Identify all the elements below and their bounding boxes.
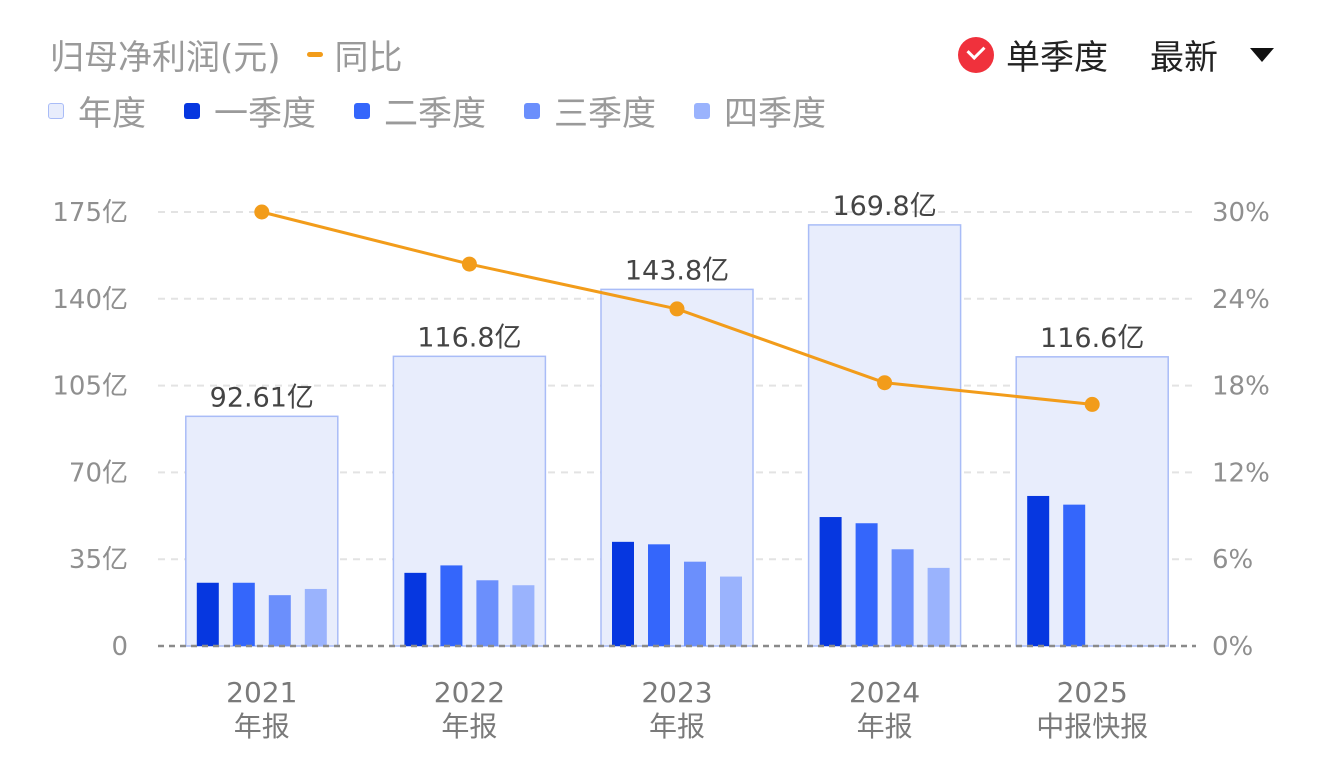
y-right-tick-label: 6%: [1212, 545, 1253, 575]
quarter-bar-q2: [855, 523, 878, 646]
x-tick-label-year: 2025: [1057, 676, 1128, 709]
quarter-bar-q2: [648, 544, 670, 646]
chart-controls: 单季度 最新: [958, 30, 1274, 79]
legend-label-q1: 一季度: [214, 94, 316, 134]
annual-value-label: 143.8亿: [625, 255, 729, 286]
x-tick-label-period: 中报快报: [1036, 710, 1148, 743]
legend-label-annual: 年度: [78, 94, 146, 134]
legend-swatch-q4: [694, 102, 710, 119]
legend-swatch-annual: [48, 102, 64, 119]
quarter-bar-q1: [612, 541, 634, 646]
quarter-bar-q1: [196, 582, 219, 646]
quarter-bar-q3: [476, 580, 499, 646]
y-left-tick-label: 70亿: [69, 458, 128, 488]
legend-item-q4[interactable]: 四季度: [694, 86, 826, 135]
x-tick-label-year: 2022: [434, 676, 505, 709]
check-icon[interactable]: [958, 36, 994, 73]
legend-swatch-q2: [354, 102, 370, 119]
quarter-bar-q1: [404, 572, 427, 646]
legend-label-q4: 四季度: [724, 94, 826, 134]
dropdown-arrow-icon[interactable]: [1250, 47, 1274, 62]
yoy-point: [461, 256, 477, 272]
chart-title: 归母净利润(元): [50, 38, 281, 78]
x-tick-label-period: 年报: [857, 710, 913, 743]
y-right-tick-label: 24%: [1212, 285, 1270, 315]
y-right-tick-label: 0%: [1212, 632, 1253, 662]
legend-swatch-q3: [524, 102, 540, 119]
y-right-tick-label: 12%: [1212, 458, 1270, 488]
legend-item-q1[interactable]: 一季度: [184, 86, 316, 135]
y-right-tick-label: 18%: [1212, 372, 1270, 402]
y-left-tick-label: 175亿: [52, 198, 128, 228]
y-left-tick-label: 105亿: [52, 372, 128, 402]
quarter-bar-q2: [440, 565, 463, 646]
annual-value-label: 169.8亿: [832, 191, 936, 222]
annual-value-label: 116.8亿: [417, 322, 521, 353]
quarter-bar-q3: [684, 561, 706, 646]
yoy-legend-dash: [306, 52, 323, 57]
quarter-bar-q1: [1027, 495, 1050, 646]
quarter-bar-q4: [304, 588, 327, 646]
annual-value-label: 92.61亿: [210, 382, 314, 413]
legend: 年度 一季度 二季度 三季度 四季度: [48, 86, 864, 135]
yoy-point: [254, 204, 270, 220]
legend-label-q2: 二季度: [384, 94, 486, 134]
x-tick-label-period: 年报: [649, 710, 705, 743]
legend-label-q3: 三季度: [554, 94, 656, 134]
legend-swatch-q1: [184, 102, 200, 119]
x-tick-label-year: 2023: [641, 676, 712, 709]
legend-item-q3[interactable]: 三季度: [524, 86, 656, 135]
annual-value-label: 116.6亿: [1040, 323, 1144, 354]
x-tick-label-period: 年报: [234, 710, 290, 743]
x-tick-label-year: 2021: [226, 676, 297, 709]
legend-item-q2[interactable]: 二季度: [354, 86, 486, 135]
single-quarter-toggle[interactable]: 单季度: [1006, 38, 1108, 78]
quarter-bar-q3: [268, 595, 291, 646]
y-left-tick-label: 140亿: [52, 285, 128, 315]
yoy-legend-label: 同比: [334, 38, 403, 78]
y-left-tick-label: 0: [111, 632, 128, 662]
x-tick-label-year: 2024: [849, 676, 920, 709]
period-selector[interactable]: 最新: [1150, 38, 1218, 78]
quarter-bar-q1: [819, 517, 842, 646]
quarter-bar-q3: [891, 549, 914, 646]
yoy-point: [669, 301, 685, 317]
yoy-point: [1084, 396, 1100, 412]
y-left-tick-label: 35亿: [69, 545, 128, 575]
quarter-bar-q4: [720, 576, 742, 646]
x-tick-label-period: 年报: [441, 710, 497, 743]
quarter-bar-q4: [927, 567, 950, 646]
y-right-tick-label: 30%: [1212, 198, 1270, 228]
chart-header: 归母净利润(元) 同比: [50, 30, 403, 79]
quarter-bar-q2: [1063, 504, 1086, 646]
legend-item-annual[interactable]: 年度: [48, 86, 146, 135]
yoy-point: [877, 375, 893, 391]
quarter-bar-q4: [512, 585, 535, 646]
quarter-bar-q2: [232, 582, 255, 646]
